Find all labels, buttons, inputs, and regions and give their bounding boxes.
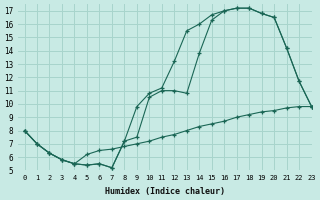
X-axis label: Humidex (Indice chaleur): Humidex (Indice chaleur) <box>105 187 225 196</box>
